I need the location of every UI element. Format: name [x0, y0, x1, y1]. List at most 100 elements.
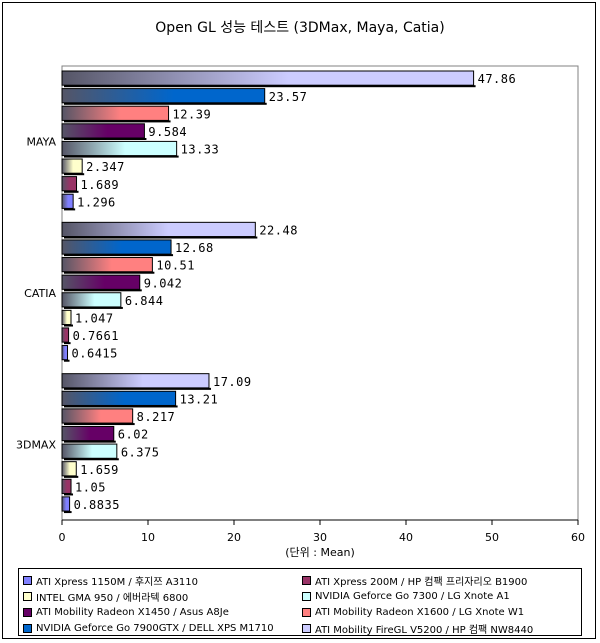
bar-MAYA-s6 — [61, 88, 266, 104]
bar-shadow-3DMAX-s7 — [64, 387, 211, 390]
legend-swatch — [23, 591, 32, 601]
data-label-MAYA-s1: 1.689 — [81, 178, 120, 192]
category-label-CATIA: CATIA — [24, 287, 56, 300]
legend-label: NVIDIA Geforce Go 7300 / LG Xnote A1 — [315, 590, 510, 602]
chart-title: Open GL 성능 테스트 (3DMax, Maya, Catia) — [155, 20, 444, 36]
legend-label: ATI Mobility FireGL V5200 / HP 컴팩 NW8440 — [315, 624, 534, 636]
legend-label: ATI Xpress 200M / HP 컴팩 프리자리오 B1900 — [315, 576, 528, 588]
legend-item-s5: ATI Mobility Radeon X1600 / LG Xnote W1 — [302, 604, 581, 620]
data-label-CATIA-s0: 0.6415 — [72, 347, 118, 361]
bar-shadow-CATIA-s0 — [64, 359, 70, 362]
data-label-3DMAX-s7: 17.09 — [213, 375, 252, 389]
x-axis-title: (단위 : Mean) — [285, 546, 355, 559]
data-label-3DMAX-s1: 1.05 — [75, 480, 106, 494]
bar-CATIA-s5 — [61, 257, 153, 273]
x-tick-label-2: 20 — [227, 531, 241, 544]
legend-label: ATI Xpress 1150M / 후지쯔 A3110 — [36, 576, 199, 588]
legend-swatch — [302, 591, 311, 601]
data-label-3DMAX-s4: 6.02 — [118, 428, 149, 442]
legend-swatch — [302, 575, 311, 585]
legend-label: ATI Mobility Radeon X1450 / Asus A8Je — [36, 606, 229, 618]
data-label-CATIA-s4: 9.042 — [144, 276, 183, 290]
x-tick-label-6: 60 — [571, 531, 585, 544]
data-label-MAYA-s3: 13.33 — [181, 143, 220, 157]
bar-3DMAX-s6 — [61, 390, 177, 406]
legend-item-s6: NVIDIA Geforce Go 7900GTX / DELL XPS M17… — [23, 620, 302, 636]
bar-shadow-MAYA-s5 — [64, 120, 171, 123]
bar-MAYA-s2 — [61, 158, 83, 174]
bar-shadow-MAYA-s3 — [64, 155, 179, 158]
bar-shadow-MAYA-s6 — [64, 102, 267, 105]
legend-item-s0: ATI Xpress 1150M / 후지쯔 A3110 — [23, 572, 302, 588]
bar-shadow-CATIA-s3 — [64, 306, 123, 309]
data-label-MAYA-s7: 47.86 — [478, 72, 517, 86]
data-label-CATIA-s2: 1.047 — [75, 312, 114, 326]
category-label-3DMAX: 3DMAX — [16, 438, 56, 451]
legend-swatch — [23, 575, 32, 585]
legend-item-s3: NVIDIA Geforce Go 7300 / LG Xnote A1 — [302, 588, 581, 604]
data-label-MAYA-s6: 23.57 — [269, 90, 308, 104]
bar-MAYA-s1 — [61, 176, 78, 192]
data-label-3DMAX-s2: 1.659 — [80, 463, 119, 477]
legend-label: ATI Mobility Radeon X1600 / LG Xnote W1 — [315, 606, 525, 618]
x-tick-label-5: 50 — [485, 531, 499, 544]
bar-MAYA-s3 — [61, 140, 178, 157]
bar-shadow-MAYA-s4 — [64, 138, 147, 140]
bar-CATIA-s2 — [61, 309, 72, 326]
data-label-CATIA-s1: 0.7661 — [73, 329, 119, 343]
legend-swatch — [302, 623, 311, 633]
data-label-3DMAX-s6: 13.21 — [180, 392, 219, 406]
bar-3DMAX-s5 — [61, 408, 134, 424]
data-label-CATIA-s3: 6.844 — [125, 294, 164, 308]
legend-label: NVIDIA Geforce Go 7900GTX / DELL XPS M17… — [36, 622, 274, 634]
data-label-3DMAX-s5: 8.217 — [137, 410, 176, 424]
bar-CATIA-s1 — [61, 327, 70, 343]
bar-shadow-MAYA-s7 — [64, 85, 476, 88]
bar-shadow-3DMAX-s1 — [64, 493, 74, 496]
bar-shadow-CATIA-s2 — [64, 324, 74, 327]
legend: ATI Xpress 1150M / 후지쯔 A3110 ATI Xpress 2… — [18, 568, 582, 636]
bar-MAYA-s4 — [61, 123, 145, 139]
bar-3DMAX-s1 — [61, 478, 72, 494]
bar-MAYA-s7 — [61, 70, 475, 86]
bar-shadow-MAYA-s2 — [64, 173, 85, 176]
data-label-CATIA-s5: 10.51 — [156, 259, 195, 273]
bar-CATIA-s3 — [61, 292, 122, 308]
bar-3DMAX-s7 — [61, 373, 210, 389]
x-tick-label-1: 10 — [141, 531, 155, 544]
legend-item-s2: INTEL GMA 950 / 에버라텍 6800 — [23, 588, 302, 604]
bar-shadow-3DMAX-s4 — [64, 440, 116, 443]
legend-item-s4: ATI Mobility Radeon X1450 / Asus A8Je — [23, 604, 302, 620]
bar-3DMAX-s4 — [61, 425, 115, 442]
bar-shadow-CATIA-s4 — [64, 289, 142, 292]
legend-label: INTEL GMA 950 / 에버라텍 6800 — [36, 592, 189, 604]
legend-item-s7: ATI Mobility FireGL V5200 / HP 컴팩 NW8440 — [302, 620, 581, 636]
bar-shadow-3DMAX-s0 — [64, 511, 72, 514]
category-label-MAYA: MAYA — [26, 136, 56, 149]
bar-shadow-MAYA-s1 — [64, 190, 79, 193]
data-label-MAYA-s4: 9.584 — [148, 125, 187, 139]
data-label-MAYA-s0: 1.296 — [77, 195, 116, 209]
bar-MAYA-s0 — [61, 193, 74, 209]
bar-CATIA-s6 — [61, 239, 172, 255]
data-label-CATIA-s7: 22.48 — [259, 224, 298, 238]
bar-shadow-3DMAX-s2 — [64, 475, 79, 478]
bar-shadow-CATIA-s5 — [64, 271, 155, 274]
data-label-MAYA-s2: 2.347 — [86, 160, 125, 174]
legend-item-s1: ATI Xpress 200M / HP 컴팩 프리자리오 B1900 — [302, 572, 581, 588]
bar-MAYA-s5 — [61, 105, 170, 121]
bar-shadow-3DMAX-s3 — [64, 458, 119, 461]
bar-3DMAX-s2 — [61, 461, 77, 477]
data-label-3DMAX-s3: 6.375 — [121, 445, 160, 459]
bar-shadow-MAYA-s0 — [64, 208, 76, 211]
data-label-3DMAX-s0: 0.8835 — [74, 498, 120, 512]
bar-shadow-CATIA-s1 — [64, 342, 71, 345]
bar-3DMAX-s3 — [61, 443, 118, 459]
bar-CATIA-s0 — [61, 345, 69, 361]
bar-3DMAX-s0 — [61, 496, 71, 512]
bar-shadow-3DMAX-s6 — [64, 405, 178, 408]
bar-shadow-CATIA-s7 — [64, 236, 258, 239]
legend-swatch — [302, 607, 311, 617]
bar-CATIA-s7 — [61, 221, 256, 238]
